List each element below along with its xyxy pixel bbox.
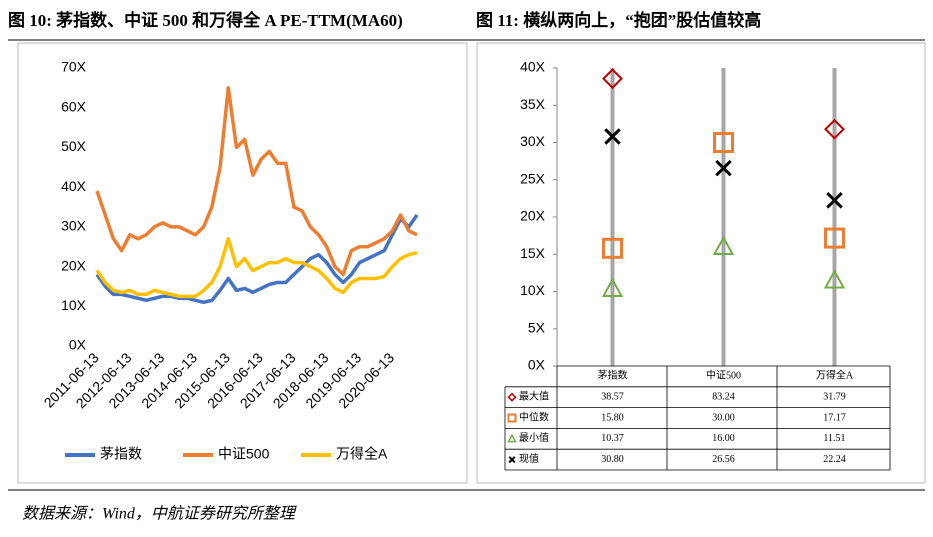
marker-triangle bbox=[823, 269, 846, 289]
table-value: 31.79 bbox=[823, 391, 846, 402]
y-tick-label: 40X bbox=[61, 178, 87, 194]
marker-square bbox=[824, 227, 845, 249]
y-tick-label: 10X bbox=[520, 282, 546, 298]
marker-triangle bbox=[712, 235, 735, 255]
table-value: 26.56 bbox=[712, 454, 735, 465]
chart-frame bbox=[476, 42, 926, 484]
data-line bbox=[95, 213, 419, 305]
legend-label: 现值 bbox=[519, 452, 539, 465]
legend-label: 万得全A bbox=[336, 446, 388, 462]
marker-square bbox=[602, 237, 623, 259]
legend-label: 茅指数 bbox=[100, 446, 142, 462]
marker-x bbox=[715, 159, 732, 177]
legend-label: 最大值 bbox=[519, 389, 549, 402]
line-chart: 0X10X20X30X40X50X60X70X2011-06-132012-06… bbox=[41, 59, 419, 462]
table-value: 22.24 bbox=[823, 454, 846, 465]
data-line bbox=[95, 237, 418, 299]
table-header: 中证500 bbox=[706, 369, 741, 382]
dot-plot-area bbox=[601, 68, 846, 297]
source-note: 数据来源：Wind，中航证券研究所整理 bbox=[22, 505, 297, 523]
table-value: 15.80 bbox=[601, 412, 624, 423]
table-value: 30.00 bbox=[712, 412, 735, 423]
table-header: 茅指数 bbox=[598, 369, 628, 382]
data-line bbox=[95, 86, 418, 277]
table-value: 11.51 bbox=[823, 433, 845, 444]
marker-x bbox=[604, 128, 621, 145]
y-tick-label: 25X bbox=[520, 170, 546, 186]
marker-diamond bbox=[824, 118, 845, 140]
chart-frame bbox=[17, 42, 468, 484]
table-header: 万得全A bbox=[816, 369, 854, 382]
y-tick-label: 50X bbox=[61, 138, 87, 154]
y-tick-label: 15X bbox=[520, 245, 546, 261]
table-value: 38.57 bbox=[601, 391, 624, 402]
figure-title: 图 10: 茅指数、中证 500 和万得全 A PE-TTM(MA60) bbox=[8, 10, 403, 30]
y-tick-label: 10X bbox=[61, 297, 87, 313]
table-value: 10.37 bbox=[601, 433, 624, 444]
table-value: 83.24 bbox=[712, 391, 735, 402]
marker-x bbox=[508, 456, 516, 464]
y-tick-label: 20X bbox=[61, 257, 87, 273]
y-tick-label: 60X bbox=[61, 98, 87, 114]
y-tick-label: 20X bbox=[520, 208, 546, 224]
marker-diamond bbox=[507, 392, 517, 402]
marker-diamond bbox=[602, 68, 623, 90]
legend-label: 中位数 bbox=[519, 410, 549, 423]
y-tick-label: 30X bbox=[520, 133, 546, 149]
legend-label: 最小值 bbox=[519, 431, 549, 444]
y-tick-label: 0X bbox=[528, 357, 546, 373]
y-tick-label: 40X bbox=[520, 59, 546, 75]
y-tick-label: 0X bbox=[69, 337, 87, 353]
table-value: 30.80 bbox=[601, 454, 624, 465]
marker-triangle bbox=[507, 433, 517, 443]
y-tick-label: 5X bbox=[528, 319, 546, 335]
marker-square bbox=[507, 413, 517, 423]
y-tick-label: 70X bbox=[61, 59, 87, 75]
table-value: 17.17 bbox=[823, 412, 846, 423]
marker-triangle bbox=[601, 277, 624, 297]
dot-chart: 0X 5X 10X 15X 20X 25X 30X 35X 40X 茅指数 中证500 万得全A 最大值… bbox=[504, 59, 891, 471]
figure-title: 图 11: 横纵两向上，“抱团”股估值较高 bbox=[476, 10, 761, 30]
y-tick-label: 35X bbox=[520, 96, 546, 112]
legend-label: 中证500 bbox=[218, 446, 270, 462]
marker-square bbox=[713, 132, 734, 153]
marker-x bbox=[826, 192, 843, 209]
y-tick-label: 30X bbox=[61, 218, 87, 234]
table-value: 16.00 bbox=[712, 433, 735, 444]
